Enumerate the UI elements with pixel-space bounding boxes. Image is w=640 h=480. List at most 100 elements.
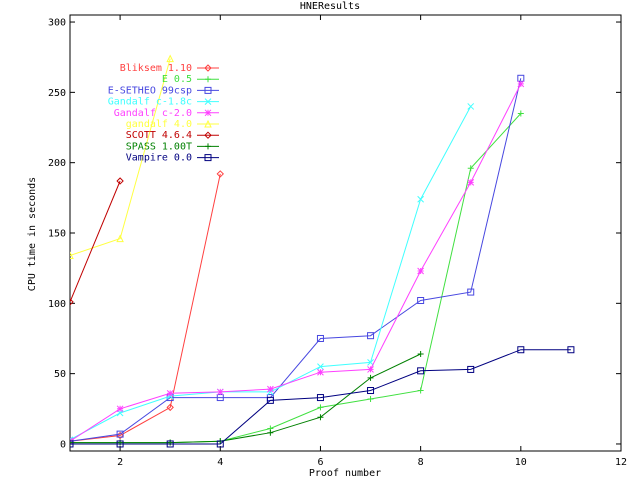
x-tick-label: 4 xyxy=(217,457,223,468)
data-point-marker xyxy=(317,368,324,376)
data-point-marker xyxy=(317,414,324,421)
x-tick-label: 12 xyxy=(615,457,627,468)
legend-label: Bliksem 1.10 xyxy=(120,63,192,74)
legend-label: gandalf 4.0 xyxy=(126,119,192,130)
data-point-marker xyxy=(367,395,374,402)
data-point-marker xyxy=(267,429,274,436)
data-point-marker xyxy=(70,439,73,446)
data-point-marker xyxy=(167,439,174,446)
legend-label: E 0.5 xyxy=(162,74,192,85)
data-point-marker xyxy=(517,110,524,117)
data-point-marker xyxy=(117,439,124,446)
data-point-marker xyxy=(216,440,224,448)
legend-label: Vampire 0.0 xyxy=(126,153,192,164)
chart-title: HNEResults xyxy=(300,1,360,12)
data-point-marker xyxy=(70,298,74,306)
series-lines xyxy=(70,54,575,448)
data-point-marker xyxy=(316,334,324,342)
x-tick-label: 2 xyxy=(117,457,123,468)
data-point-marker xyxy=(417,367,425,375)
x-tick-label: 10 xyxy=(515,457,527,468)
data-point-marker xyxy=(204,109,212,117)
data-point-marker xyxy=(204,119,212,128)
y-tick-label: 250 xyxy=(48,88,66,99)
data-point-marker xyxy=(367,387,375,395)
data-point-marker xyxy=(267,385,274,393)
data-point-marker xyxy=(204,131,212,139)
y-tick-label: 300 xyxy=(48,18,66,29)
data-point-marker xyxy=(204,86,212,94)
data-point-marker xyxy=(204,98,212,105)
data-point-marker xyxy=(216,170,224,178)
data-point-marker xyxy=(116,177,124,185)
data-point-marker xyxy=(204,64,212,72)
y-tick-label: 150 xyxy=(48,229,66,240)
data-point-marker xyxy=(367,374,374,381)
data-point-marker xyxy=(417,195,424,203)
data-point-marker xyxy=(367,366,374,373)
series-line xyxy=(70,58,171,256)
data-point-marker xyxy=(567,346,575,354)
series-line xyxy=(70,83,522,442)
y-tick-label: 50 xyxy=(54,369,66,380)
data-point-marker xyxy=(216,388,224,396)
series-6 xyxy=(70,177,124,306)
data-point-marker xyxy=(70,440,74,448)
data-point-marker xyxy=(166,389,174,397)
x-tick-label: 8 xyxy=(418,457,424,468)
data-point-marker xyxy=(467,288,475,296)
x-axis-label: Proof number xyxy=(309,468,381,479)
series-8 xyxy=(70,346,575,448)
series-line xyxy=(70,173,221,442)
data-point-marker xyxy=(166,403,174,412)
data-point-marker xyxy=(417,297,425,305)
data-point-marker xyxy=(517,346,525,354)
data-point-marker xyxy=(116,430,124,438)
data-point-marker xyxy=(266,396,274,404)
series-0 xyxy=(70,170,224,445)
data-point-marker xyxy=(417,350,424,357)
y-axis-label: CPU time in seconds xyxy=(27,177,38,291)
data-point-marker xyxy=(467,365,475,373)
data-point-marker xyxy=(467,103,475,110)
series-5 xyxy=(70,54,174,260)
data-point-marker xyxy=(205,76,211,83)
x-tick-label: 6 xyxy=(317,457,323,468)
legend-label: SPASS 1.00T xyxy=(126,141,192,152)
data-point-marker xyxy=(204,154,212,162)
series-line xyxy=(70,78,522,442)
data-point-marker xyxy=(316,394,324,402)
data-point-marker xyxy=(70,251,74,260)
data-point-marker xyxy=(317,363,324,370)
y-tick-label: 0 xyxy=(60,439,66,450)
data-point-marker xyxy=(517,80,525,88)
data-point-marker xyxy=(367,332,375,340)
series-line xyxy=(70,180,121,303)
data-point-marker xyxy=(205,143,211,150)
series-7 xyxy=(70,350,424,446)
series-line xyxy=(70,349,571,445)
data-point-marker xyxy=(116,440,124,448)
y-tick-label: 100 xyxy=(48,299,66,310)
data-point-marker xyxy=(116,405,124,413)
data-point-marker xyxy=(467,165,474,172)
legend-label: E-SETHEO 99csp xyxy=(108,85,192,96)
y-tick-label: 200 xyxy=(48,158,66,169)
data-point-marker xyxy=(166,54,174,63)
plot-frame xyxy=(69,14,622,452)
series-line xyxy=(70,353,421,444)
data-point-marker xyxy=(467,179,475,186)
data-point-marker xyxy=(166,440,174,448)
data-point-marker xyxy=(317,404,324,411)
legend-label: Gandalf c-1.8c xyxy=(108,97,192,108)
legend-label: Gandalf c-2.0 xyxy=(114,108,192,119)
data-point-marker xyxy=(417,267,424,275)
axis-ticks: 2 4 6 8 10 12 0 50 100 150 200 250 300 xyxy=(48,15,627,468)
series-4 xyxy=(70,80,525,445)
data-point-marker xyxy=(70,436,74,444)
data-point-marker xyxy=(417,387,424,394)
data-point-marker xyxy=(116,234,124,243)
legend-label: SCOTT 4.6.4 xyxy=(126,130,192,141)
